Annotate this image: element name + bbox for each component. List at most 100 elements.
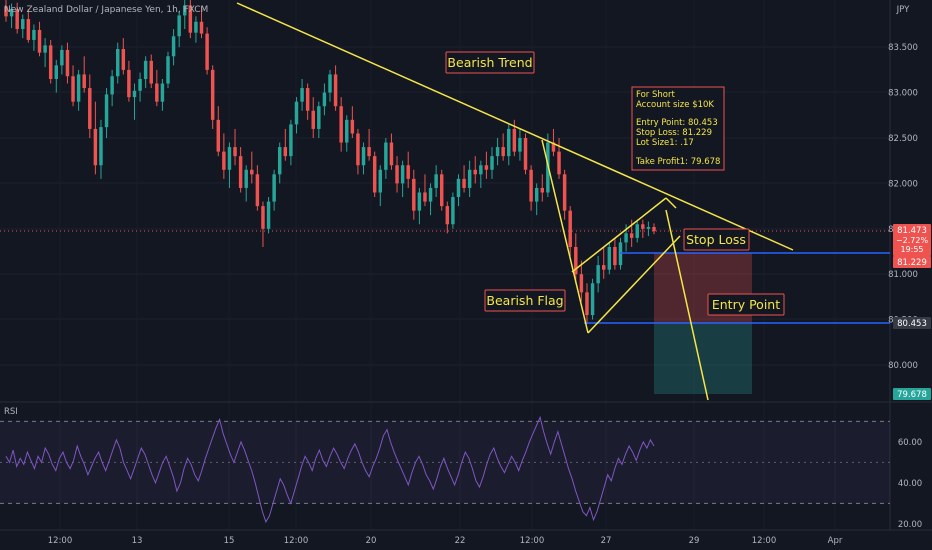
candle-body <box>641 224 645 229</box>
bar-countdown: 19:55 <box>900 245 923 254</box>
stop-loss-text: Stop Loss <box>686 232 746 247</box>
candle-body <box>434 174 438 188</box>
trade-note-line6: Take Profit1: 79.678 <box>635 157 720 167</box>
entry-point-label[interactable]: Entry Point <box>707 293 785 316</box>
stop-loss-label[interactable]: Stop Loss <box>683 228 750 251</box>
candle-body <box>205 33 209 70</box>
candle-body <box>160 83 165 102</box>
rsi-pane[interactable]: RSI 60.00 40.00 20.00 <box>0 407 922 530</box>
trade-note-line5: Lot Size1: .17 <box>636 138 694 148</box>
rsi-tick-label: 20.00 <box>898 520 922 530</box>
candle-body <box>534 187 539 202</box>
time-axis[interactable]: 12:00 13 15 12:00 20 22 12:00 27 29 12:00 Apr <box>48 536 843 546</box>
candle-body <box>88 88 92 129</box>
price-tick-label: 82.500 <box>888 134 918 144</box>
candle-body <box>37 29 42 53</box>
bearish-trend-text: Bearish Trend <box>447 55 532 70</box>
candle-body <box>121 49 126 70</box>
candle-body <box>652 226 656 232</box>
candle-body <box>210 69 215 120</box>
flag-tip-line <box>665 197 677 209</box>
candle-body <box>384 142 388 170</box>
candle-body <box>132 90 137 98</box>
bearish-flag-label[interactable]: Bearish Flag <box>484 289 566 312</box>
candle-body <box>618 242 623 266</box>
candle-body <box>294 101 299 125</box>
candle-body <box>311 110 315 129</box>
price-tick-label: 83.000 <box>888 89 918 99</box>
candle-body <box>261 206 265 229</box>
rsi-axis: 60.00 40.00 20.00 <box>898 438 922 530</box>
trade-note[interactable]: For Short Account size $10K Entry Point:… <box>631 86 725 171</box>
candle-body <box>646 226 651 229</box>
candle-body <box>417 192 422 211</box>
candle-body <box>43 45 47 53</box>
candle-body <box>115 49 120 77</box>
time-tick-label: 15 <box>224 536 235 546</box>
flagpole-line <box>541 139 589 334</box>
candle-body <box>65 49 70 77</box>
candle-body <box>551 142 556 152</box>
time-tick-label: 20 <box>366 536 377 546</box>
candle-body <box>339 106 343 143</box>
candle-body <box>244 169 248 188</box>
candle-body <box>300 88 304 102</box>
candle-body <box>171 36 176 57</box>
price-tick-label: 81.000 <box>888 270 918 280</box>
bearish-flag-text: Bearish Flag <box>486 293 563 308</box>
candle-body <box>222 151 226 170</box>
candle-body <box>188 5 193 33</box>
candle-body <box>54 65 59 79</box>
bearish-trend-label[interactable]: Bearish Trend <box>445 51 535 74</box>
candle-body <box>328 74 332 93</box>
candle-body <box>138 78 142 91</box>
candle-body <box>562 174 567 211</box>
candle-body <box>456 178 461 198</box>
time-tick-label: 22 <box>455 536 466 546</box>
candle-body <box>82 74 86 89</box>
time-tick-label: 12:00 <box>284 536 309 546</box>
candle-body <box>529 169 533 202</box>
price-change: −2.72% <box>896 236 929 245</box>
candle-body <box>467 169 472 188</box>
rsi-line <box>5 415 655 524</box>
candle-body <box>423 192 427 202</box>
candle-body <box>93 128 98 166</box>
candle-body <box>227 147 232 170</box>
candle-body <box>177 15 181 37</box>
stop-price-value: 81.229 <box>897 258 927 268</box>
candle-body <box>484 165 489 170</box>
time-tick-label: 12:00 <box>48 536 73 546</box>
time-tick-label: 27 <box>601 536 612 546</box>
candle-body <box>579 274 584 293</box>
candle-body <box>155 83 159 102</box>
candle-body <box>238 156 243 188</box>
candle-body <box>412 178 416 211</box>
candle-body <box>479 165 483 175</box>
candle-body <box>71 76 75 102</box>
entry-price-badge: 80.453 <box>893 317 931 329</box>
rsi-tick-label: 40.00 <box>898 479 922 489</box>
candle-body <box>624 233 628 243</box>
symbol-title[interactable]: New Zealand Dollar / Japanese Yen, 1h, F… <box>4 5 208 15</box>
current-price-value: 81.473 <box>897 226 927 236</box>
candle-body <box>590 283 595 316</box>
candle-body <box>495 147 500 157</box>
candle-body <box>48 45 53 79</box>
rsi-label: RSI <box>4 407 18 417</box>
candle-body <box>255 174 260 207</box>
trendlines[interactable] <box>236 2 794 401</box>
candle-body <box>333 74 338 107</box>
candle-body <box>607 246 612 270</box>
candle-body <box>395 165 399 184</box>
candles <box>4 0 656 325</box>
candle-body <box>518 138 522 152</box>
candle-body <box>490 156 494 170</box>
time-tick-label: 13 <box>132 536 143 546</box>
candle-body <box>15 9 19 30</box>
time-tick-label: 12:00 <box>520 536 545 546</box>
candle-body <box>322 92 327 107</box>
entry-price-value: 80.453 <box>897 319 927 329</box>
candle-body <box>523 138 528 170</box>
